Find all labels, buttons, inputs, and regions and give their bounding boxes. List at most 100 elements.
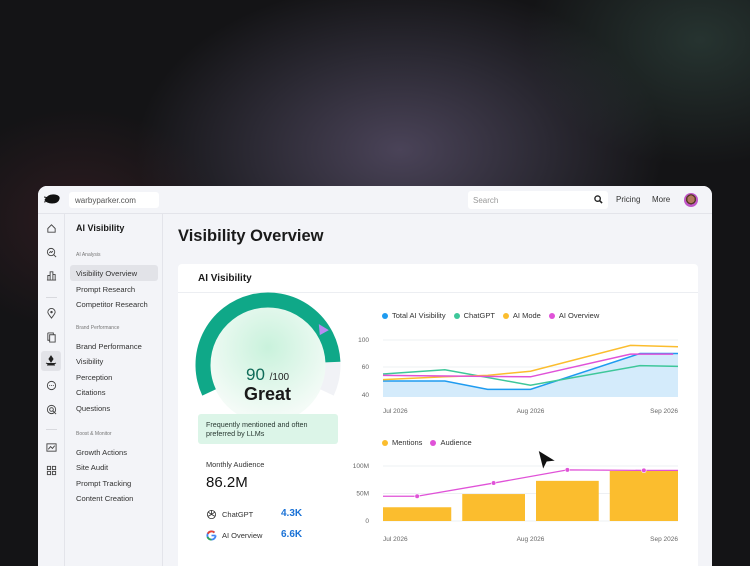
source-name: ChatGPT	[222, 510, 254, 519]
chat-icon[interactable]	[44, 378, 59, 393]
score-value: 90	[246, 365, 265, 384]
sidebar-item-visibility[interactable]: Visibility	[76, 357, 104, 366]
sidebar-item-citations[interactable]: Citations	[76, 388, 106, 397]
legend-dot	[382, 312, 388, 319]
target-icon[interactable]	[44, 402, 59, 417]
pricing-link[interactable]: Pricing	[616, 195, 641, 204]
audience-point	[414, 493, 420, 499]
rail-divider	[46, 297, 57, 298]
monthly-audience-label: Monthly Audience	[206, 460, 265, 469]
score-grade: Great	[244, 384, 292, 404]
bar-mentions	[536, 480, 599, 521]
series-line-ai-mode	[382, 344, 679, 381]
x-tick-label: Aug 2026	[517, 408, 545, 415]
bar-mentions	[462, 494, 525, 521]
y-tick-label: 50M	[356, 491, 369, 498]
mouse-cursor-icon	[537, 449, 558, 472]
search-placeholder: Search	[473, 196, 499, 205]
legend-dot	[502, 312, 509, 319]
x-tick-label: Sep 2026	[650, 408, 678, 415]
top-bar: warbyparker.com Search Pricing More	[38, 186, 712, 214]
audience-point	[491, 480, 497, 486]
y-tick-label: 0	[365, 518, 369, 525]
x-tick-label: Sep 2026	[650, 536, 678, 543]
legend-dot	[382, 439, 388, 446]
legend-dot	[430, 439, 437, 446]
sidebar-item-competitor-research[interactable]: Competitor Research	[76, 300, 148, 309]
domain-input[interactable]: warbyparker.com	[69, 192, 159, 208]
ai-visibility-icon[interactable]	[41, 351, 61, 371]
score-note: Frequently mentioned and often preferred…	[198, 414, 338, 444]
copy-icon[interactable]	[44, 330, 59, 345]
x-tick-label: Aug 2026	[517, 536, 545, 543]
trend-chart-icon[interactable]	[44, 440, 59, 455]
x-tick-label: Jul 2026	[383, 536, 408, 543]
google-icon	[206, 530, 217, 541]
rail-divider	[46, 429, 57, 430]
y-tick-label: 60	[362, 364, 370, 371]
bar-mentions	[383, 507, 452, 521]
source-value: 4.3K	[281, 508, 303, 519]
legend-dot	[548, 312, 555, 319]
sidebar: AI Visibility AI Analysis Visibility Ove…	[65, 214, 163, 566]
legend-label: ChatGPT	[463, 311, 495, 320]
sidebar-item-prompt-tracking[interactable]: Prompt Tracking	[76, 479, 132, 488]
search-input[interactable]: Search	[468, 191, 608, 209]
app-window: warbyparker.com Search Pricing More AI V…	[38, 186, 712, 566]
y-tick-label: 100	[358, 337, 369, 344]
legend-item[interactable]: AI Overview	[548, 311, 600, 320]
section-boost-monitor: Boost & Monitor	[76, 431, 112, 437]
logo-icon[interactable]	[44, 194, 60, 204]
score: 90 /100	[246, 365, 289, 385]
sidebar-item-content-creation[interactable]: Content Creation	[76, 494, 134, 503]
section-ai-analysis: AI Analysis	[76, 252, 101, 258]
gauge-inner	[210, 307, 326, 414]
sidebar-item-brand-performance[interactable]: Brand Performance	[76, 342, 142, 351]
series-line-ai-overview	[382, 353, 674, 378]
legend-item[interactable]: Mentions	[382, 438, 422, 447]
bar-chart-icon[interactable]	[44, 268, 59, 283]
sidebar-item-growth-actions[interactable]: Growth Actions	[76, 448, 128, 457]
legend-item[interactable]: Total AI Visibility	[382, 311, 446, 320]
sidebar-item-questions[interactable]: Questions	[76, 404, 111, 413]
sidebar-title: AI Visibility	[76, 223, 125, 233]
charts: 100 60 40 Jul 2026 Aug 2026 Sep 2026 100M 50M 0 J…	[353, 337, 679, 543]
series-area	[383, 353, 678, 397]
source-value: 6.6K	[281, 529, 303, 540]
visibility-gauge	[195, 292, 341, 414]
home-icon[interactable]	[44, 221, 59, 236]
grid-icon[interactable]	[44, 463, 59, 478]
legend-item[interactable]: ChatGPT	[453, 311, 495, 320]
gauge-marker-icon	[318, 324, 329, 336]
x-tick-label: Jul 2026	[383, 408, 408, 415]
score-max: /100	[269, 372, 290, 383]
source-name: AI Overview	[222, 531, 263, 540]
line-chart-legend: Total AI Visibility ChatGPT AI Mode AI O…	[382, 311, 599, 320]
right-gutter	[698, 264, 712, 566]
icon-rail	[38, 214, 65, 566]
search-chart-icon[interactable]	[44, 245, 59, 260]
legend-item[interactable]: Audience	[430, 438, 472, 447]
bar-mentions	[609, 470, 678, 521]
avatar[interactable]	[684, 193, 698, 207]
series-line-audience	[383, 469, 678, 497]
legend-label: AI Overview	[558, 311, 600, 320]
search-icon[interactable]	[594, 195, 603, 204]
location-pin-icon[interactable]	[44, 306, 59, 321]
legend-item[interactable]: AI Mode	[502, 311, 541, 320]
legend-label: AI Mode	[512, 311, 541, 320]
sidebar-item-site-audit[interactable]: Site Audit	[76, 463, 109, 472]
more-menu[interactable]: More	[652, 195, 671, 204]
sidebar-item-prompt-research[interactable]: Prompt Research	[76, 285, 136, 294]
openai-icon	[206, 509, 217, 520]
legend-label: Total AI Visibility	[392, 311, 446, 320]
sidebar-item-visibility-overview[interactable]: Visibility Overview	[70, 265, 158, 281]
legend-label: Mentions	[392, 438, 423, 447]
bar-chart-legend: Mentions Audience	[382, 438, 472, 447]
card-title: AI Visibility	[198, 273, 252, 284]
sidebar-item-perception[interactable]: Perception	[76, 373, 113, 382]
y-tick-label: 40	[362, 392, 370, 399]
legend-dot	[453, 312, 460, 319]
y-tick-label: 100M	[353, 463, 369, 470]
monthly-audience-value: 86.2M	[206, 474, 248, 491]
